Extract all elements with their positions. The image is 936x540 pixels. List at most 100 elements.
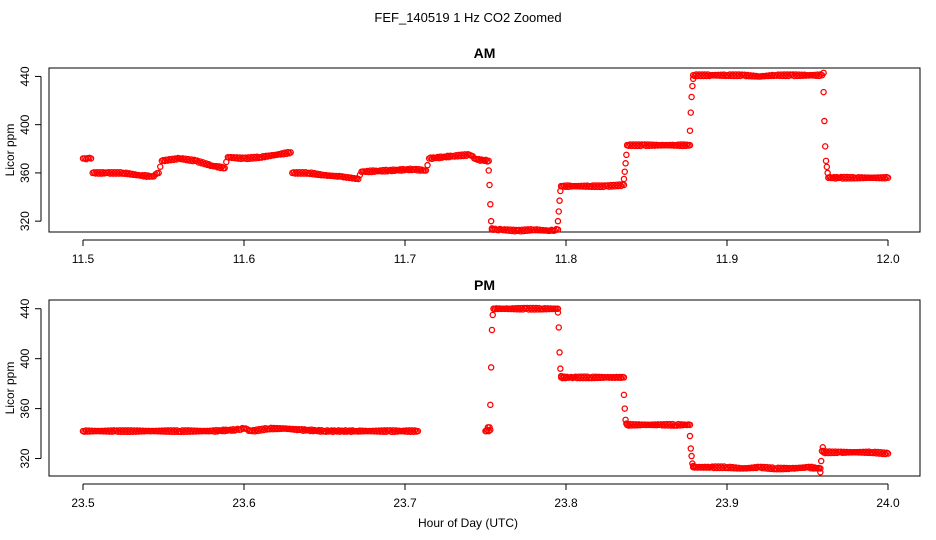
data-point <box>848 175 855 182</box>
x-tick-label-pm: 23.5 <box>71 496 95 510</box>
data-point <box>686 141 694 149</box>
x-tick-label-pm: 23.9 <box>715 496 739 510</box>
data-point <box>335 427 342 434</box>
data-point <box>300 170 308 177</box>
data-point <box>324 427 331 434</box>
data-point <box>410 428 417 435</box>
data-point <box>221 427 228 435</box>
data-point <box>485 167 492 174</box>
data-point <box>621 168 629 175</box>
data-point <box>489 311 496 319</box>
figure-title: FEF_140519 1 Hz CO2 Zoomed <box>374 10 561 25</box>
panel-title-pm: PM <box>474 277 495 293</box>
data-point <box>482 156 490 164</box>
data-points-am <box>79 69 892 235</box>
data-point <box>623 151 630 159</box>
data-point <box>342 427 349 434</box>
data-point <box>556 349 563 356</box>
data-point <box>487 201 494 208</box>
data-point <box>488 326 496 334</box>
y-tick-label-am: 400 <box>18 114 32 134</box>
data-point <box>414 427 422 435</box>
y-tick-label-am: 320 <box>18 211 32 231</box>
panel-title-am: AM <box>474 45 496 61</box>
data-point <box>686 432 694 440</box>
data-point <box>620 175 628 183</box>
data-point <box>329 428 337 436</box>
data-point <box>554 309 562 316</box>
plot-frame-pm <box>48 299 921 477</box>
data-point <box>598 182 606 189</box>
data-point <box>621 405 629 412</box>
y-tick-label-pm: 440 <box>18 298 32 318</box>
data-point <box>229 425 237 433</box>
data-point <box>98 170 105 177</box>
panel-am: AM 11.5 11.6 11.7 11.8 11.9 12.0 320 360 400 440 Li… <box>3 45 921 266</box>
data-point <box>534 306 541 313</box>
x-tick-label-am: 11.6 <box>233 252 256 266</box>
y-axis-label-pm: Licor ppm <box>3 362 17 415</box>
data-point <box>814 71 821 78</box>
data-point <box>211 428 218 435</box>
data-point <box>526 227 533 234</box>
data-point <box>820 88 827 96</box>
y-tick-label-pm: 360 <box>18 398 32 418</box>
data-point <box>518 304 525 312</box>
x-tick-label-am: 11.5 <box>72 252 95 266</box>
data-point <box>881 450 889 458</box>
data-point <box>256 425 263 433</box>
data-point <box>475 155 483 163</box>
data-point <box>487 426 494 434</box>
data-point <box>557 365 564 372</box>
data-point <box>884 174 892 181</box>
data-point <box>620 391 628 399</box>
data-point <box>186 157 194 164</box>
data-point <box>551 227 558 234</box>
y-axis-label-am: Licor ppm <box>3 124 17 177</box>
data-point <box>486 181 493 189</box>
data-point <box>832 175 839 182</box>
x-tick-label-pm: 23.8 <box>554 496 578 510</box>
x-tick-label-am: 11.7 <box>394 252 417 266</box>
data-point <box>259 425 266 432</box>
data-point <box>424 161 431 169</box>
data-point <box>554 226 562 233</box>
data-point <box>783 71 791 78</box>
x-tick-label-pm: 24.0 <box>876 496 900 510</box>
data-point <box>864 449 871 457</box>
plot-frame-am <box>48 67 921 233</box>
data-point <box>822 157 830 165</box>
data-point <box>881 175 889 182</box>
data-point <box>823 163 831 171</box>
data-point <box>87 155 95 162</box>
data-point <box>704 71 712 78</box>
data-point <box>562 374 569 382</box>
data-point <box>555 324 563 331</box>
data-point <box>689 82 696 90</box>
data-point <box>253 153 261 161</box>
panel-pm: PM 23.5 23.6 23.7 23.8 23.9 24.0 320 360 400 440 Li… <box>3 277 921 510</box>
data-point <box>687 445 695 452</box>
data-point <box>821 117 828 125</box>
data-point <box>382 166 390 174</box>
data-point <box>428 155 436 163</box>
data-point <box>287 149 294 156</box>
data-point <box>815 72 823 80</box>
data-point <box>582 374 590 382</box>
data-point <box>686 127 694 134</box>
data-point <box>261 425 269 432</box>
data-point <box>616 181 623 188</box>
data-point <box>308 426 315 433</box>
data-point <box>817 457 825 465</box>
data-point <box>228 427 235 434</box>
data-point <box>554 305 562 312</box>
data-point <box>622 160 629 167</box>
data-point <box>322 428 330 436</box>
data-point <box>817 469 824 476</box>
data-point <box>463 152 470 160</box>
data-point <box>832 448 839 455</box>
data-point <box>398 167 405 174</box>
data-point <box>735 71 742 78</box>
